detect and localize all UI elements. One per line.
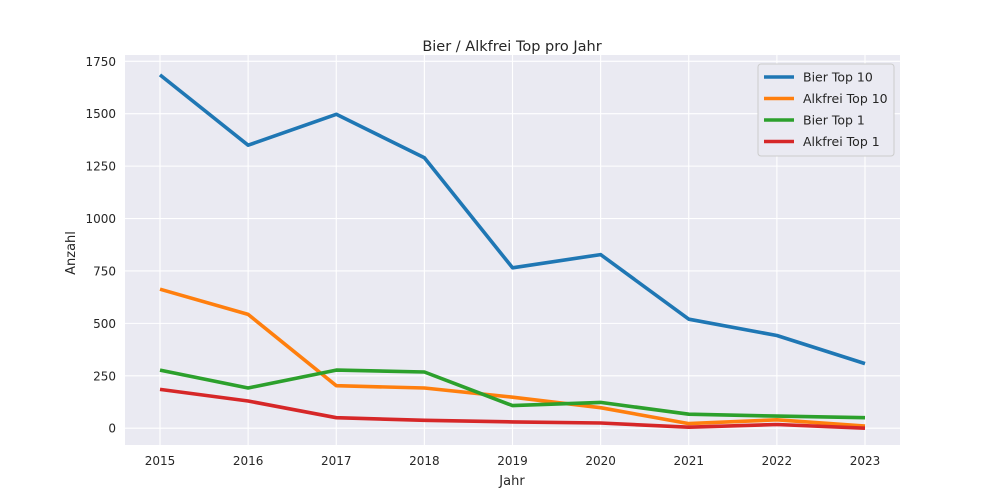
series-line-3 <box>159 368 866 420</box>
series-line-4 <box>159 387 866 430</box>
y-tick-labels: 0 250 500 750 1000 1250 1500 1750 <box>85 55 116 436</box>
legend-label: Bier Top 10 <box>803 70 873 85</box>
y-tick-label: 1000 <box>85 212 116 226</box>
legend: Bier Top 10 Alkfrei Top 10 Bier Top 1 Alkfr… <box>757 63 895 157</box>
y-tick-label: 1250 <box>85 160 116 174</box>
legend-label: Alkfrei Top 10 <box>803 91 888 106</box>
x-tick-label: 2019 <box>497 454 528 468</box>
y-tick-label: 750 <box>93 264 116 278</box>
y-tick-label: 1750 <box>85 55 116 69</box>
legend-frame <box>757 63 895 157</box>
x-tick-label: 2022 <box>762 454 793 468</box>
y-tick-label: 250 <box>93 369 116 383</box>
x-tick-label: 2017 <box>321 454 352 468</box>
chart-title: Bier / Alkfrei Top pro Jahr <box>422 39 601 55</box>
x-tick-label: 2020 <box>585 454 616 468</box>
legend-label: Alkfrei Top 1 <box>803 134 880 149</box>
series-line-1 <box>158 73 866 366</box>
y-tick-label: 1500 <box>85 107 116 121</box>
x-tick-label: 2023 <box>850 454 881 468</box>
x-axis-label: Jahr <box>498 474 525 489</box>
y-tick-label: 0 <box>108 422 116 436</box>
x-tick-label: 2021 <box>673 454 704 468</box>
series-lines <box>158 73 866 430</box>
y-axis-label: Anzahl <box>64 231 79 275</box>
legend-label: Bier Top 1 <box>803 113 865 128</box>
series-line-2 <box>159 287 866 428</box>
x-tick-label: 2015 <box>145 454 176 468</box>
x-tick-label: 2018 <box>409 454 440 468</box>
x-tick-label: 2016 <box>233 454 264 468</box>
x-tick-labels: 2015 2016 2017 2018 2019 2020 2021 2022 2023 <box>145 454 881 468</box>
y-tick-label: 500 <box>93 317 116 331</box>
